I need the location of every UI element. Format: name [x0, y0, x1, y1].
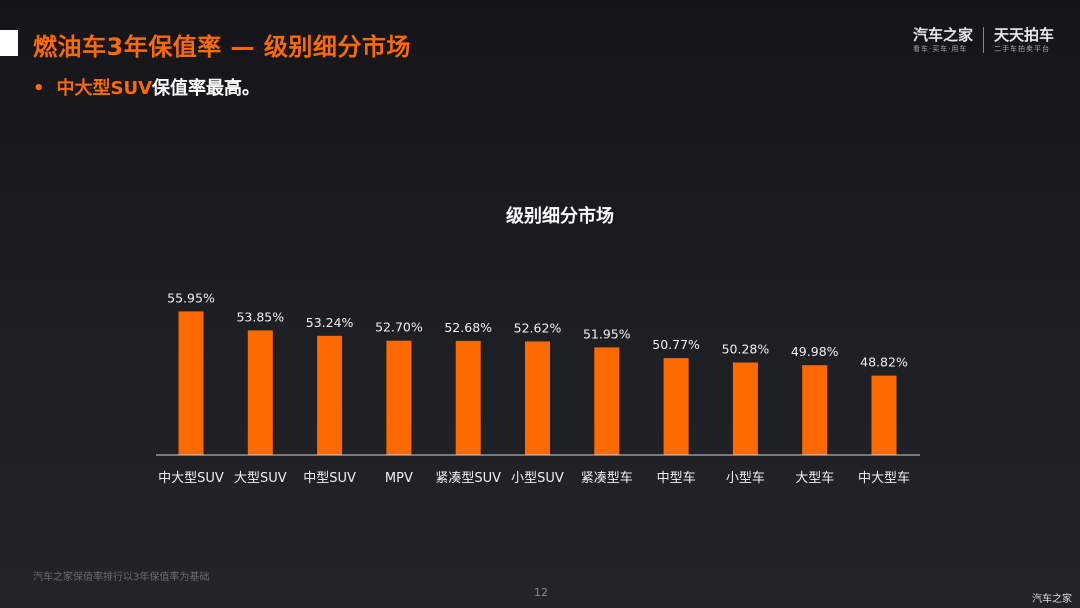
bar: [732, 362, 758, 455]
bar-value-label: 51.95%: [583, 326, 631, 341]
ttpai-logo: 天天拍车 二手车拍卖平台: [994, 26, 1054, 54]
category-label: 小型车: [726, 470, 765, 486]
bar-value-label: 48.82%: [860, 355, 908, 370]
bar: [802, 365, 828, 455]
title-accent-bar: [0, 30, 18, 56]
ttpai-logo-tagline: 二手车拍卖平台: [993, 45, 1050, 53]
ttpai-logo-text: 天天拍车: [993, 26, 1054, 44]
brand-logos: 汽车之家 看车·买车·用车 天天拍车 二手车拍卖平台: [913, 26, 1054, 54]
slide-title: 燃油车3年保值率 — 级别细分市场: [33, 33, 411, 61]
category-label: 紧凑型车: [581, 470, 633, 486]
bar-value-label: 55.95%: [167, 290, 215, 305]
bullet-dot: •: [33, 78, 45, 99]
chart-title: 级别细分市场: [506, 205, 614, 227]
bar: [525, 341, 550, 455]
category-label: 中大型SUV: [158, 471, 224, 486]
bar-value-label: 49.98%: [791, 344, 839, 359]
page-number: 12: [534, 586, 548, 599]
bar-value-label: 53.85%: [236, 309, 284, 324]
category-label: 中型车: [657, 470, 696, 486]
category-label: 大型车: [795, 470, 834, 486]
bar-value-label: 53.24%: [306, 315, 354, 330]
bar: [871, 375, 897, 455]
category-label: 中型SUV: [303, 471, 356, 486]
category-label: 中大型车: [858, 470, 910, 486]
bullet-text: 保值率最高。: [152, 78, 261, 99]
bar-value-label: 52.62%: [514, 320, 562, 335]
autohome-logo-tagline: 看车·买车·用车: [912, 45, 968, 53]
bar: [455, 340, 481, 455]
bar-group: 55.95% 中大型SUV 53.85% 大型SUV 53.24% 中型SUV 52.70%…: [158, 290, 910, 486]
category-label: 大型SUV: [234, 471, 287, 486]
bar: [663, 358, 689, 455]
category-label: 紧凑型SUV: [435, 471, 501, 486]
watermark: 汽车之家: [1032, 594, 1072, 605]
category-label: 小型SUV: [511, 471, 564, 486]
bullet-point: • 中大型SUV保值率最高。: [33, 74, 260, 100]
autohome-logo-text: 汽车之家: [912, 26, 973, 44]
autohome-logo: 汽车之家 看车·买车·用车: [913, 26, 973, 54]
bar: [178, 311, 204, 455]
bar-value-label: 50.77%: [652, 337, 700, 352]
bullet-highlight: 中大型SUV: [56, 78, 153, 99]
bar-value-label: 50.28%: [722, 342, 770, 357]
bar-value-label: 52.68%: [444, 320, 492, 335]
bar-value-label: 52.70%: [375, 320, 423, 335]
bar: [386, 340, 412, 455]
bar: [317, 335, 343, 455]
footnote: 汽车之家保值率排行以3年保值率为基础: [33, 572, 210, 583]
category-label: MPV: [385, 471, 413, 486]
bar: [247, 330, 273, 456]
bar: [594, 347, 620, 455]
logo-divider: [982, 27, 984, 53]
